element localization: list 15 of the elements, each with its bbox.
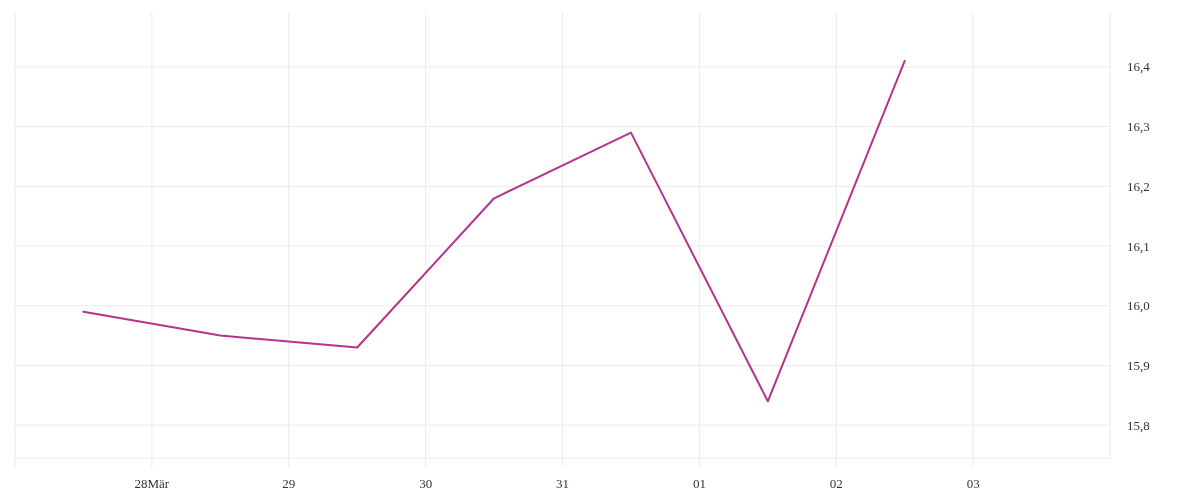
y-tick-label: 16,1 (1127, 238, 1150, 254)
y-tick-label: 16,4 (1127, 59, 1151, 75)
y-tick-label: 16,2 (1127, 178, 1150, 194)
x-tick-label: 30 (419, 476, 433, 491)
x-tick-label: 01 (692, 476, 706, 491)
y-tick-label: 15,9 (1127, 358, 1150, 374)
x-tick-label: 31 (556, 476, 569, 491)
x-tick-label: 02 (829, 476, 843, 491)
line-series (82, 59, 906, 403)
y-tick-label: 16,0 (1127, 298, 1150, 314)
x-tick-label: 03 (966, 476, 980, 491)
y-tick-label: 16,3 (1127, 119, 1150, 135)
y-tick-label: 15,8 (1127, 417, 1150, 433)
x-tick-label: 28Mär (134, 476, 170, 491)
x-tick-label: 29 (282, 476, 296, 491)
